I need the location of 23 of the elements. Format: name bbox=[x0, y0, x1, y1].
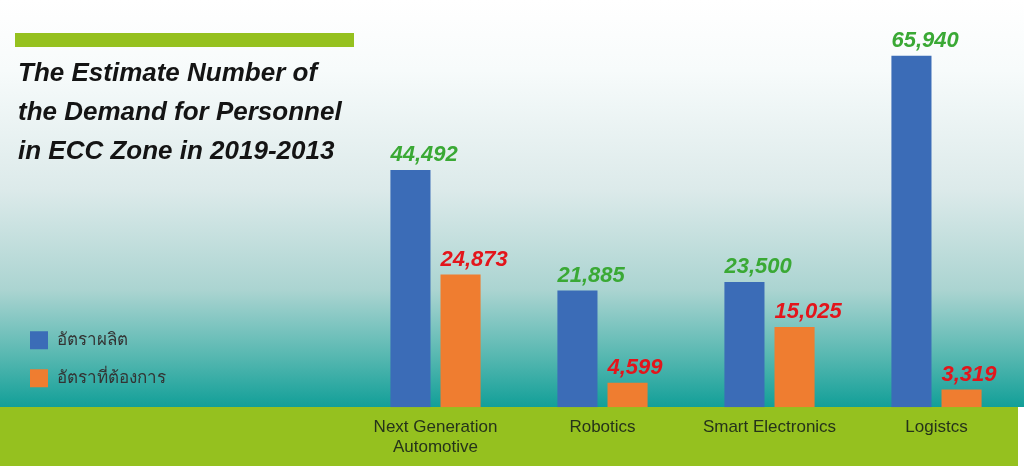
data-label: 3,319 bbox=[941, 360, 998, 386]
bar bbox=[891, 55, 932, 408]
bar bbox=[557, 290, 598, 408]
text: The Estimate Number of the Demand for Personnel in ECC Zone in 2019-2013 bbox=[18, 56, 343, 167]
data-label: 15,025 bbox=[774, 298, 843, 324]
x-tick-label: Robotics bbox=[569, 417, 636, 437]
data-label: 4,599 bbox=[606, 353, 664, 379]
bar bbox=[941, 389, 982, 408]
x-tick-label: Next Generation Automotive bbox=[373, 417, 498, 457]
legend-label: อัตราผลิต bbox=[56, 328, 128, 349]
data-label: 23,500 bbox=[723, 252, 793, 278]
bar bbox=[607, 382, 648, 408]
bar bbox=[440, 274, 481, 408]
bar bbox=[774, 327, 815, 408]
data-label: 65,940 bbox=[891, 26, 960, 52]
bar bbox=[390, 169, 431, 408]
data-label: 44,492 bbox=[389, 140, 459, 166]
data-label: 21,885 bbox=[556, 261, 626, 287]
data-label: 24,873 bbox=[439, 245, 508, 271]
bar bbox=[724, 281, 765, 408]
x-tick-label: Smart Electronics bbox=[702, 417, 837, 437]
legend-label: อัตราที่ต้องการ bbox=[56, 364, 166, 387]
x-tick-label: Logistcs bbox=[905, 417, 968, 437]
